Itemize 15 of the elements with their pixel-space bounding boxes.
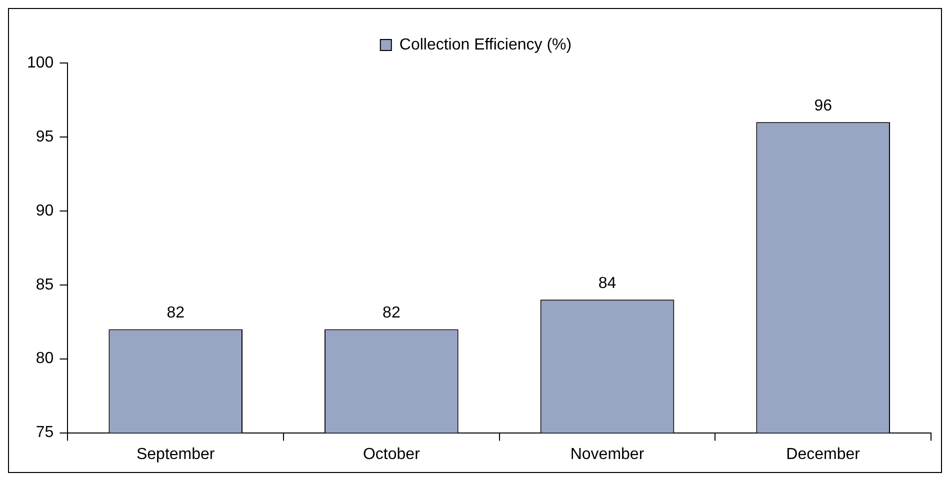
- legend-label: Collection Efficiency (%): [399, 36, 572, 54]
- y-tick-label: 85: [36, 276, 54, 294]
- y-tick-label: 95: [36, 128, 54, 146]
- y-tick-label: 90: [36, 202, 54, 220]
- x-tick-label: November: [570, 446, 645, 463]
- data-label: 82: [166, 304, 185, 322]
- y-tick-label: 75: [36, 424, 54, 442]
- data-label: 82: [382, 304, 400, 322]
- x-tick-label: December: [786, 446, 861, 463]
- x-tick-label: September: [136, 446, 216, 463]
- data-label: 96: [814, 98, 832, 115]
- data-label: 84: [598, 275, 616, 292]
- y-tick-label: 80: [36, 350, 54, 368]
- y-tick-label: 100: [26, 54, 54, 72]
- x-tick-label: October: [362, 446, 421, 463]
